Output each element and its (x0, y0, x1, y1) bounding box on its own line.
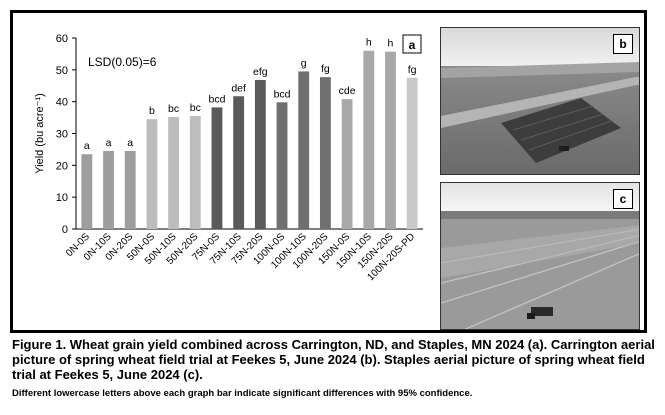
bar-0N-10S (103, 151, 114, 229)
y-tick-label: 40 (56, 97, 68, 109)
y-tick-label: 30 (56, 129, 68, 141)
bar-150N-0S (341, 99, 353, 230)
bar-50N-0S (146, 119, 158, 229)
bar-100N-20S (319, 77, 331, 229)
bar-letter-label: h (388, 38, 394, 50)
photo-c-label: c (613, 189, 633, 209)
bar-letter-label: bcd (274, 88, 291, 100)
bar-0N-20S (124, 151, 136, 229)
bar-100N-10S (298, 71, 310, 229)
y-axis-title: Yield (bu acre⁻¹) (34, 93, 46, 174)
figure-caption-note: Different lowercase letters above each g… (12, 388, 473, 399)
aerial-photo-staples: c (440, 182, 640, 330)
panel-label-box (402, 34, 422, 54)
panel-label-a: a (409, 38, 416, 52)
bar-letter-label: def (231, 82, 246, 94)
bar-letter-label: a (84, 140, 90, 152)
bar-100N-20S-PD (406, 77, 418, 230)
bar-150N-20S (385, 51, 396, 230)
y-tick-label: 0 (62, 224, 68, 236)
bar-letter-label: a (127, 137, 133, 149)
y-tick-label: 50 (56, 65, 68, 77)
bar-letter-label: fg (321, 63, 330, 75)
bar-0N-0S (81, 154, 93, 229)
y-tick-label: 10 (56, 192, 68, 204)
bar-letter-label: cde (339, 85, 356, 97)
bar-50N-10S (168, 116, 180, 229)
bar-letter-label: h (366, 37, 372, 49)
y-tick-label: 20 (56, 160, 68, 172)
photo-b-label: b (613, 34, 633, 54)
bar-150N-10S (363, 50, 375, 229)
bar-letter-label: bcd (209, 93, 226, 105)
bar-letter-label: bc (168, 103, 179, 115)
bar-50N-20S (189, 115, 201, 229)
bar-75N-20S (254, 80, 266, 230)
bar-100N-0S (276, 102, 288, 229)
figure-caption: Figure 1. Wheat grain yield combined acr… (12, 337, 655, 382)
aerial-photo-carrington: b (440, 27, 640, 175)
bar-letter-label: fg (408, 64, 417, 76)
bar-75N-10S (233, 96, 245, 229)
aerial-photo-b-image (441, 28, 639, 174)
bar-letter-label: bc (190, 102, 201, 114)
aerial-photo-c-image (441, 183, 639, 329)
bar-letter-label: b (149, 105, 155, 117)
bar-75N-0S (211, 107, 223, 229)
y-tick-label: 60 (56, 33, 68, 45)
figure-frame: 0 10 20 30 40 50 60 Yield (bu acre⁻¹) a 0N-0S a 0N-… (10, 10, 647, 333)
bar-letter-label: efg (253, 66, 268, 78)
lsd-annotation: LSD(0.05)=6 (88, 55, 157, 69)
bar-letter-label: a (106, 137, 112, 149)
bar-letter-label: g (301, 57, 307, 69)
